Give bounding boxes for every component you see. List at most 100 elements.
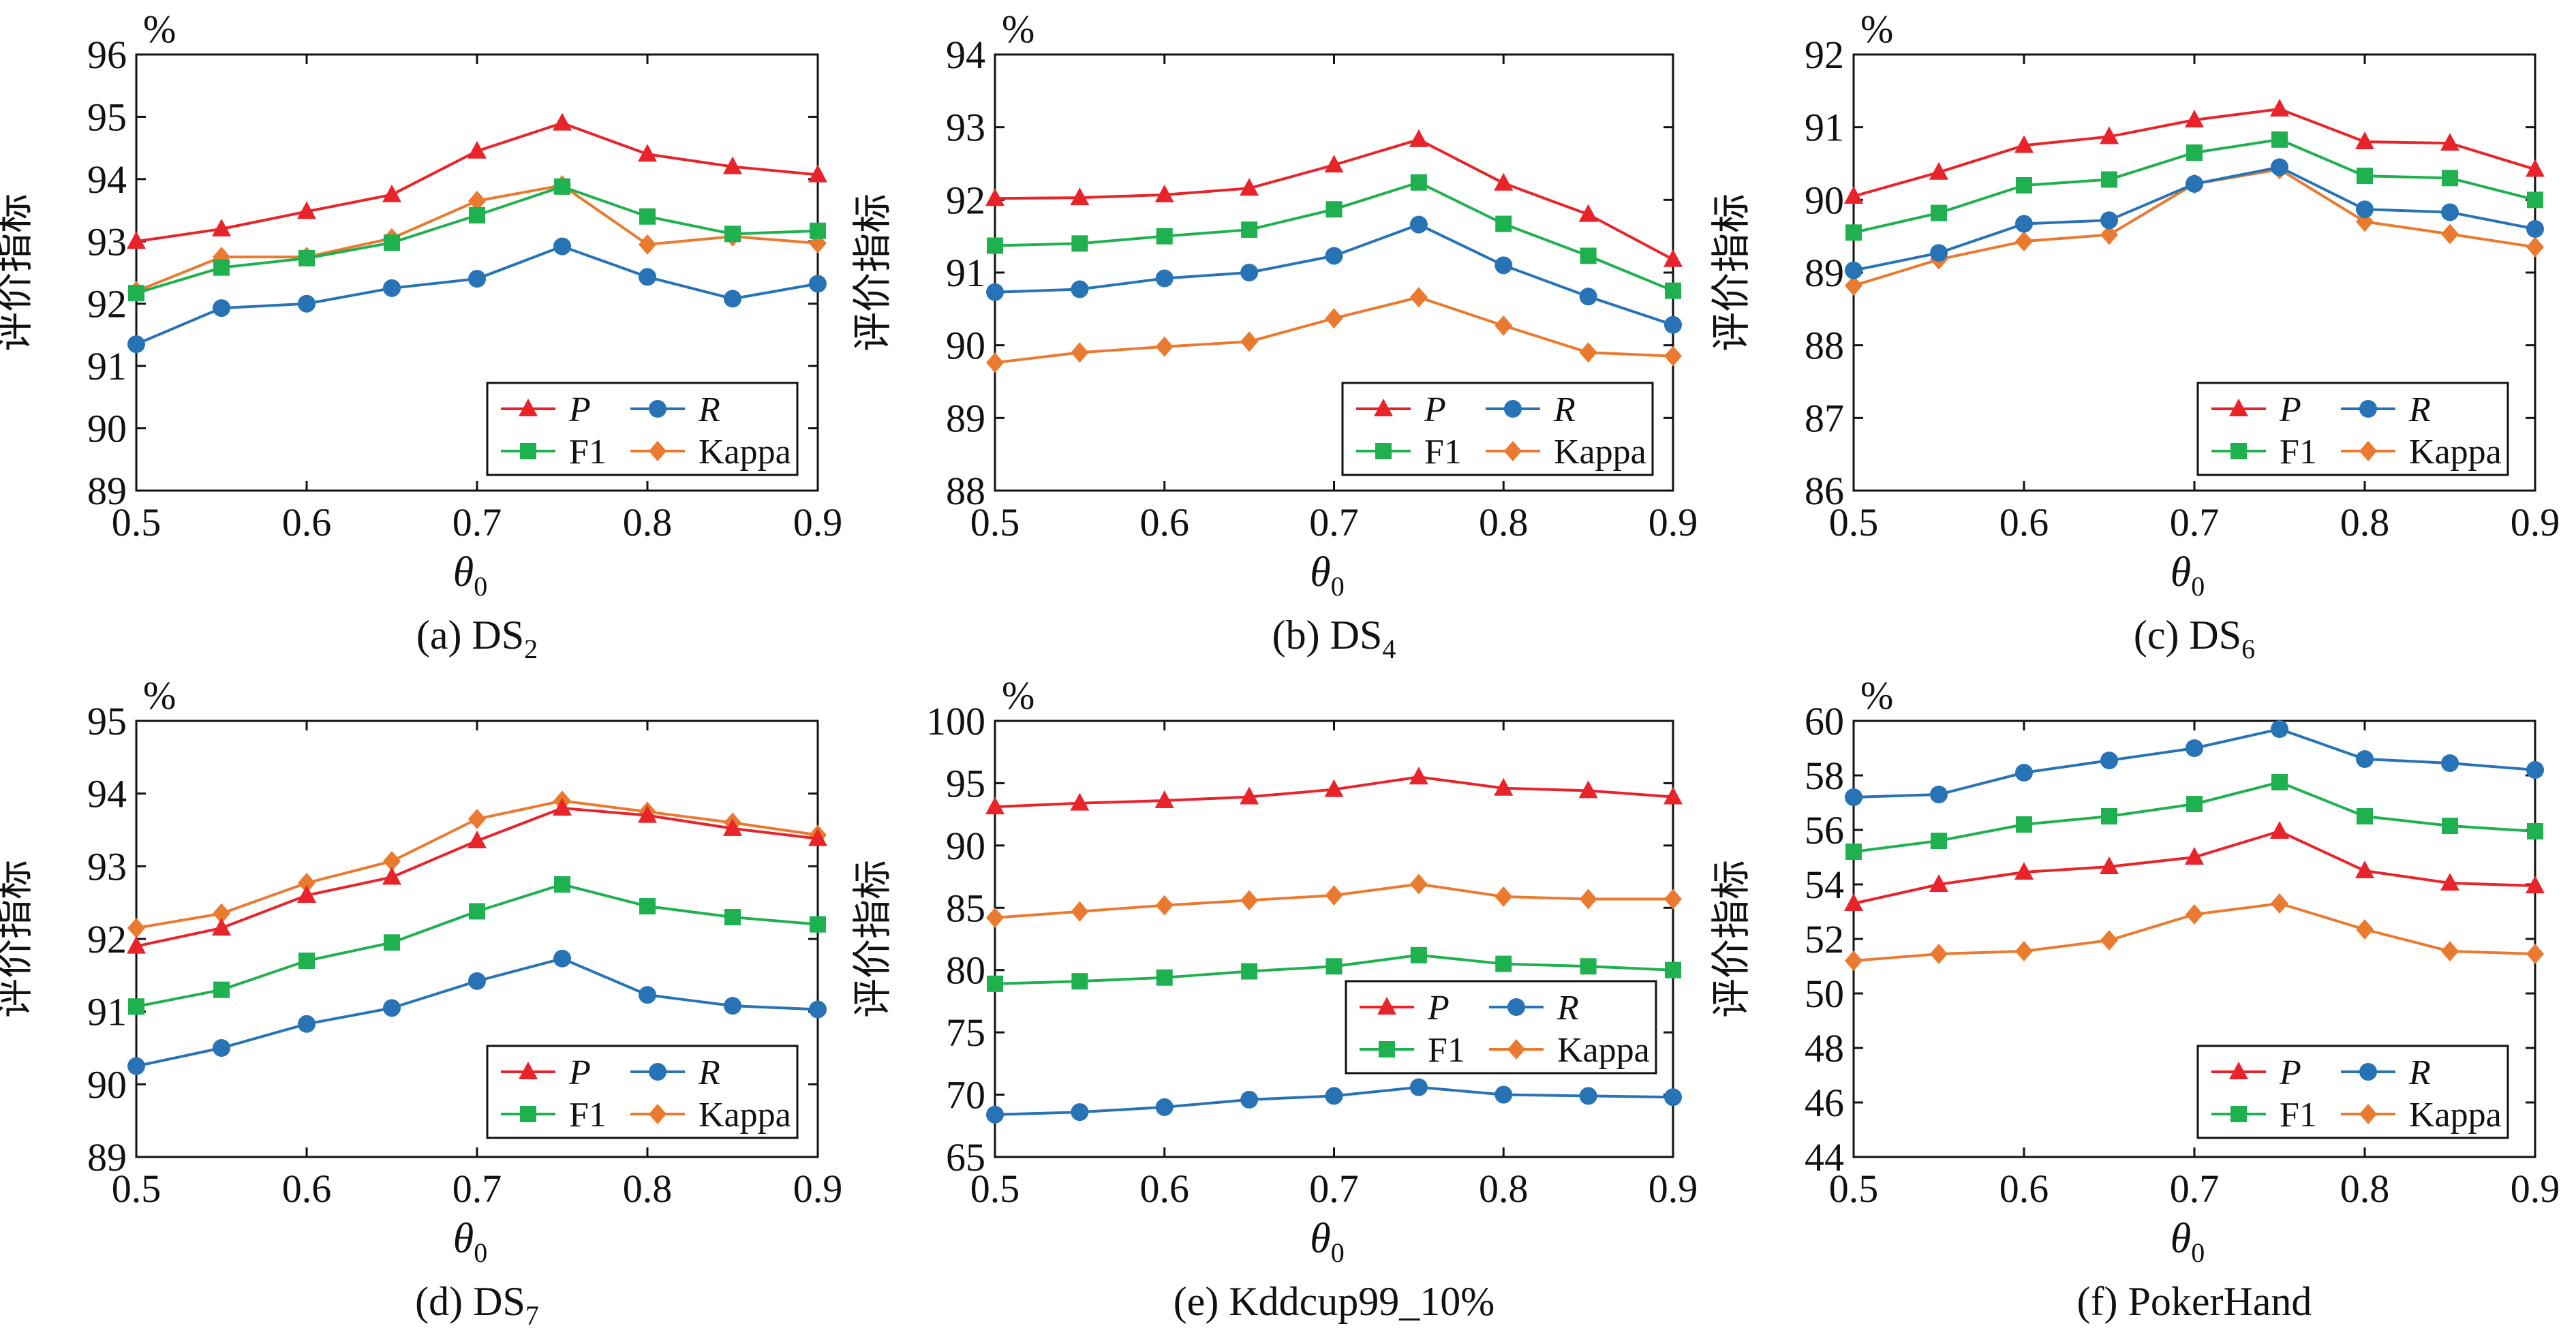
x-axis-label: θ0 (2171, 549, 2205, 602)
x-tick-label: 0.7 (453, 500, 502, 544)
data-point-f1 (213, 981, 230, 998)
data-point-r (553, 949, 571, 968)
series-r (127, 949, 827, 1075)
data-point-r (2100, 752, 2118, 769)
data-point-p (1663, 249, 1683, 267)
y-tick-label: 50 (1805, 972, 1844, 1016)
legend-label-r: R (1553, 390, 1576, 429)
legend-marker-kappa (2359, 1104, 2377, 1124)
data-point-kappa (1579, 342, 1597, 363)
data-point-kappa (2441, 223, 2459, 245)
chart-panel-3: 86 87 88 89 90 91 92 0.5 0.6 0.7 0.8 0.9% 评价指标 θ0 (c) … (1709, 7, 2560, 664)
y-tick-label: 88 (1805, 324, 1844, 368)
data-point-kappa (1071, 342, 1089, 363)
legend-marker-kappa (1504, 441, 1522, 461)
legend-item-kappa: Kappa (1486, 433, 1646, 472)
x-tick-label: 0.8 (2340, 1167, 2390, 1211)
data-point-f1 (1845, 224, 1862, 241)
legend-box (486, 1045, 799, 1139)
x-axis-subscript: 0 (2191, 1237, 2205, 1268)
legend-item-r: R (630, 1053, 720, 1092)
data-point-p (382, 867, 401, 885)
data-point-f1 (554, 178, 570, 195)
data-point-f1 (298, 249, 315, 266)
legend-marker-p (2229, 399, 2248, 416)
data-point-f1 (1580, 958, 1597, 975)
data-point-p (1844, 186, 1863, 204)
data-point-p (2355, 861, 2374, 878)
y-tick-label: 56 (1805, 808, 1844, 852)
data-point-p (1409, 129, 1428, 147)
panel-caption: (e) Kddcup99_10% (1174, 1279, 1495, 1324)
x-tick-label: 0.8 (1479, 1167, 1529, 1211)
y-tick-label: 91 (87, 990, 127, 1034)
legend-item-p: P (1356, 390, 1446, 429)
x-tick-label: 0.8 (2340, 500, 2390, 544)
panel-caption: (f) PokerHand (2077, 1279, 2312, 1324)
data-point-r (2356, 200, 2374, 219)
legend: P R F1 Kappa (1341, 382, 1654, 476)
series-p (1844, 821, 2545, 911)
x-axis-symbol: θ (1310, 549, 1330, 596)
x-axis-subscript: 0 (1331, 1237, 1345, 1268)
data-point-f1 (1241, 221, 1258, 238)
series-line-r (136, 245, 818, 345)
legend-item-f1: F1 (501, 433, 607, 472)
y-tick-label: 91 (1805, 106, 1844, 150)
panel-caption-text: (b) DS (1272, 613, 1383, 658)
x-tick-label: 0.8 (623, 500, 673, 544)
series-kappa (1845, 893, 2544, 971)
legend-item-kappa: Kappa (2341, 433, 2502, 472)
legend-box (1345, 980, 1657, 1075)
x-tick-label: 0.5 (112, 500, 162, 544)
x-tick-label: 0.9 (793, 500, 843, 544)
x-tick-label: 0.9 (2511, 500, 2560, 544)
x-axis-label: θ0 (453, 549, 487, 602)
data-point-p (2014, 135, 2034, 153)
legend-item-kappa: Kappa (630, 433, 791, 472)
data-point-p (808, 164, 827, 183)
chart-panel-2: 88 89 90 91 92 93 94 0.5 0.6 0.7 0.8 0.9% 评价指标 θ0 (b) … (850, 7, 1698, 664)
data-point-p (1070, 187, 1090, 206)
data-point-f1 (1156, 969, 1173, 986)
data-point-f1 (469, 206, 485, 223)
data-point-kappa (639, 234, 656, 255)
data-point-p (553, 798, 572, 816)
legend-item-f1: F1 (2211, 1096, 2317, 1134)
data-point-p (1929, 874, 1948, 892)
data-point-r (2015, 215, 2033, 233)
data-point-f1 (1845, 844, 1862, 860)
y-tick-label: 75 (946, 1010, 985, 1055)
legend: P R F1 Kappa (1345, 980, 1657, 1075)
legend-item-p: P (2211, 390, 2301, 429)
y-tick-label: 93 (946, 106, 985, 150)
data-point-f1 (2442, 818, 2458, 834)
data-point-kappa (1494, 886, 1513, 907)
panel-caption-subscript: 6 (2241, 634, 2255, 664)
data-point-p (2526, 159, 2545, 177)
data-point-p (2270, 821, 2289, 839)
data-point-r (2441, 203, 2459, 221)
data-point-p (985, 797, 1005, 815)
y-tick-label: 92 (1805, 33, 1844, 77)
data-point-kappa (298, 872, 316, 893)
legend-item-kappa: Kappa (2341, 1096, 2502, 1134)
y-tick-label: 90 (946, 824, 985, 868)
data-point-f1 (2271, 131, 2288, 148)
data-point-kappa (1579, 889, 1597, 910)
data-point-kappa (2015, 231, 2033, 252)
legend-label-f1: F1 (2280, 433, 2317, 472)
data-point-p (1154, 790, 1174, 809)
legend-item-p: P (501, 1053, 591, 1092)
data-point-p (2100, 856, 2119, 874)
data-point-p (2014, 862, 2034, 880)
data-point-p (2526, 876, 2545, 893)
data-point-f1 (2101, 808, 2117, 824)
y-tick-label: 100 (926, 699, 985, 743)
data-point-p (2440, 873, 2459, 891)
x-tick-label: 0.6 (282, 1167, 332, 1211)
y-tick-label: 52 (1805, 917, 1844, 961)
legend-item-r: R (1489, 989, 1579, 1028)
x-tick-label: 0.8 (623, 1167, 673, 1211)
series-p (127, 798, 827, 954)
